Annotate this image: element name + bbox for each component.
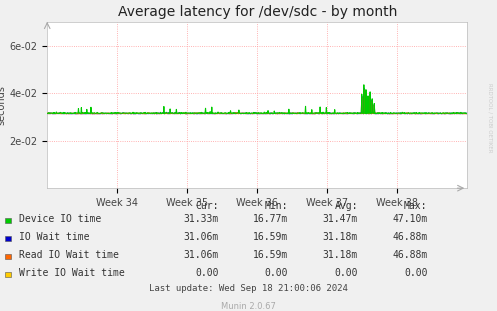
Text: 47.10m: 47.10m (392, 214, 427, 224)
Text: 31.06m: 31.06m (183, 232, 219, 242)
Text: 31.18m: 31.18m (323, 250, 358, 260)
Text: Avg:: Avg: (334, 201, 358, 211)
Y-axis label: seconds: seconds (0, 85, 6, 125)
Text: Write IO Wait time: Write IO Wait time (19, 268, 125, 278)
Text: 31.47m: 31.47m (323, 214, 358, 224)
Text: 46.88m: 46.88m (392, 232, 427, 242)
Text: IO Wait time: IO Wait time (19, 232, 89, 242)
Text: 31.18m: 31.18m (323, 232, 358, 242)
Text: Max:: Max: (404, 201, 427, 211)
Text: Cur:: Cur: (195, 201, 219, 211)
Text: 0.00: 0.00 (404, 268, 427, 278)
Text: RRDTOOL / TOBI OETIKER: RRDTOOL / TOBI OETIKER (487, 83, 492, 153)
Text: Read IO Wait time: Read IO Wait time (19, 250, 119, 260)
Title: Average latency for /dev/sdc - by month: Average latency for /dev/sdc - by month (117, 5, 397, 19)
Text: 46.88m: 46.88m (392, 250, 427, 260)
Text: 16.59m: 16.59m (253, 232, 288, 242)
Text: 0.00: 0.00 (265, 268, 288, 278)
Text: 31.33m: 31.33m (183, 214, 219, 224)
Text: Min:: Min: (265, 201, 288, 211)
Text: 0.00: 0.00 (334, 268, 358, 278)
Text: 31.06m: 31.06m (183, 250, 219, 260)
Text: Munin 2.0.67: Munin 2.0.67 (221, 302, 276, 311)
Text: Device IO time: Device IO time (19, 214, 101, 224)
Text: 0.00: 0.00 (195, 268, 219, 278)
Text: Last update: Wed Sep 18 21:00:06 2024: Last update: Wed Sep 18 21:00:06 2024 (149, 285, 348, 294)
Text: 16.59m: 16.59m (253, 250, 288, 260)
Text: 16.77m: 16.77m (253, 214, 288, 224)
